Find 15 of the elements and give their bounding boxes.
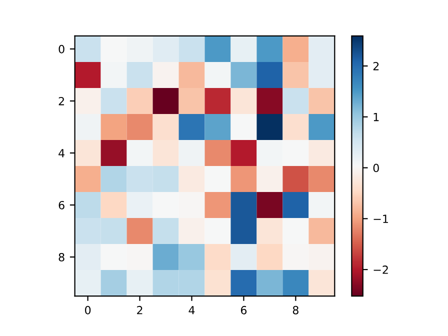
x-tick-label: 2 xyxy=(137,306,142,314)
x-tick-label: 8 xyxy=(292,306,298,314)
y-tick-label: 6 xyxy=(58,200,64,210)
color-bar-label: −1 xyxy=(374,214,388,223)
color-bar-label: 0 xyxy=(373,164,379,172)
x-tick-label: 6 xyxy=(240,306,247,314)
color-bar-label: 2 xyxy=(373,62,379,70)
y-tick-label: 8 xyxy=(58,252,64,262)
y-tick-label: 0 xyxy=(58,44,64,54)
y-tick-label: 2 xyxy=(58,96,64,106)
color-bar-label: −2 xyxy=(374,266,388,274)
x-tick-label: 0 xyxy=(85,306,91,314)
color-bar-label: 1 xyxy=(374,112,379,122)
x-tick-label: 4 xyxy=(188,306,195,314)
y-tick-label: 4 xyxy=(58,149,64,158)
